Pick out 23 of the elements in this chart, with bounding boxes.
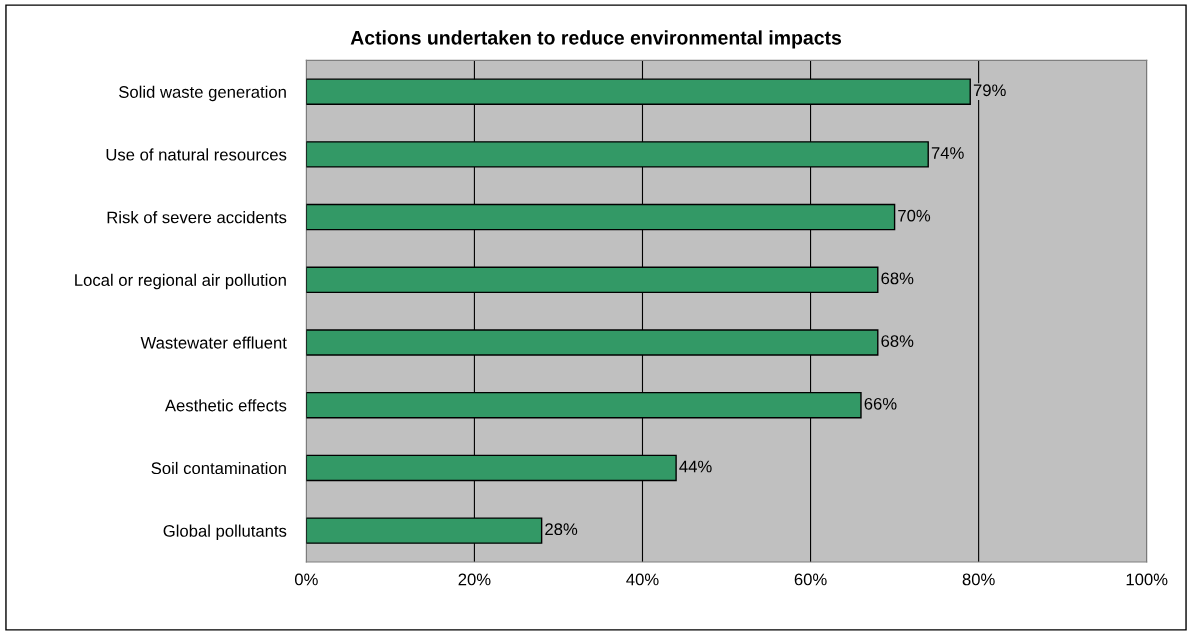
y-tick-label: Global pollutants (163, 524, 287, 541)
data-label: 74% (931, 147, 964, 159)
x-tick-label: 0% (294, 573, 318, 586)
y-tick-label: Risk of severe accidents (107, 211, 287, 224)
data-label: 68% (881, 272, 914, 285)
x-tick-label: 20% (458, 573, 491, 586)
x-tick-label: 100% (1126, 573, 1168, 586)
y-tick-label: Solid waste generation (119, 85, 286, 102)
y-tick-label: Use of natural resources (106, 148, 287, 161)
y-tick-label: Aesthetic effects (164, 399, 287, 412)
data-label: 68% (881, 335, 914, 347)
data-label: 70% (898, 209, 931, 222)
x-tick-label: 80% (962, 573, 995, 586)
data-label: 44% (679, 460, 712, 473)
x-tick-label: 60% (794, 573, 827, 586)
chart-title: Actions undertaken to reduce environmental impacts (350, 30, 842, 49)
y-tick-label: Wastewater effluent (140, 336, 287, 349)
data-label: 28% (545, 523, 578, 536)
data-label: 66% (864, 397, 897, 410)
data-label: 79% (973, 84, 1006, 97)
x-tick-label: 40% (626, 573, 659, 586)
y-tick-label: Soil contamination (151, 461, 286, 475)
y-tick-label: Local or regional air pollution (75, 273, 286, 290)
